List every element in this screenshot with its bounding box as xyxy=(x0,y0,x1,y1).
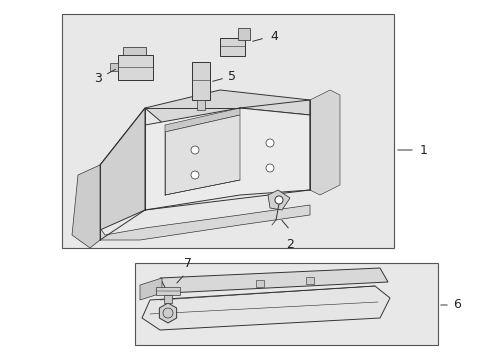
Polygon shape xyxy=(238,28,250,40)
Circle shape xyxy=(266,139,274,147)
Polygon shape xyxy=(165,108,240,132)
Polygon shape xyxy=(306,277,314,284)
Polygon shape xyxy=(310,90,340,195)
Polygon shape xyxy=(145,90,310,125)
Circle shape xyxy=(191,146,199,154)
Text: 5: 5 xyxy=(228,69,236,82)
Polygon shape xyxy=(72,165,100,248)
Text: 3: 3 xyxy=(94,72,102,85)
Circle shape xyxy=(266,164,274,172)
Polygon shape xyxy=(123,47,146,55)
Text: 4: 4 xyxy=(270,30,278,42)
Polygon shape xyxy=(160,268,388,293)
Polygon shape xyxy=(145,108,310,210)
Polygon shape xyxy=(197,100,205,110)
Polygon shape xyxy=(165,115,240,195)
Polygon shape xyxy=(159,303,177,323)
Circle shape xyxy=(191,171,199,179)
Polygon shape xyxy=(164,295,172,303)
Polygon shape xyxy=(100,205,310,240)
Polygon shape xyxy=(156,287,180,295)
Polygon shape xyxy=(100,108,145,230)
Polygon shape xyxy=(140,278,162,300)
Text: 2: 2 xyxy=(286,238,294,251)
Polygon shape xyxy=(142,286,390,330)
Polygon shape xyxy=(220,38,245,56)
Text: 6: 6 xyxy=(453,298,461,311)
Circle shape xyxy=(163,308,173,318)
Text: 1: 1 xyxy=(420,144,428,157)
Polygon shape xyxy=(118,55,153,80)
Bar xyxy=(135,263,438,345)
Polygon shape xyxy=(268,190,290,210)
Text: 7: 7 xyxy=(184,257,192,270)
Polygon shape xyxy=(110,63,118,71)
Polygon shape xyxy=(256,280,264,287)
Circle shape xyxy=(275,196,283,204)
Polygon shape xyxy=(192,62,210,100)
Bar xyxy=(62,14,394,248)
